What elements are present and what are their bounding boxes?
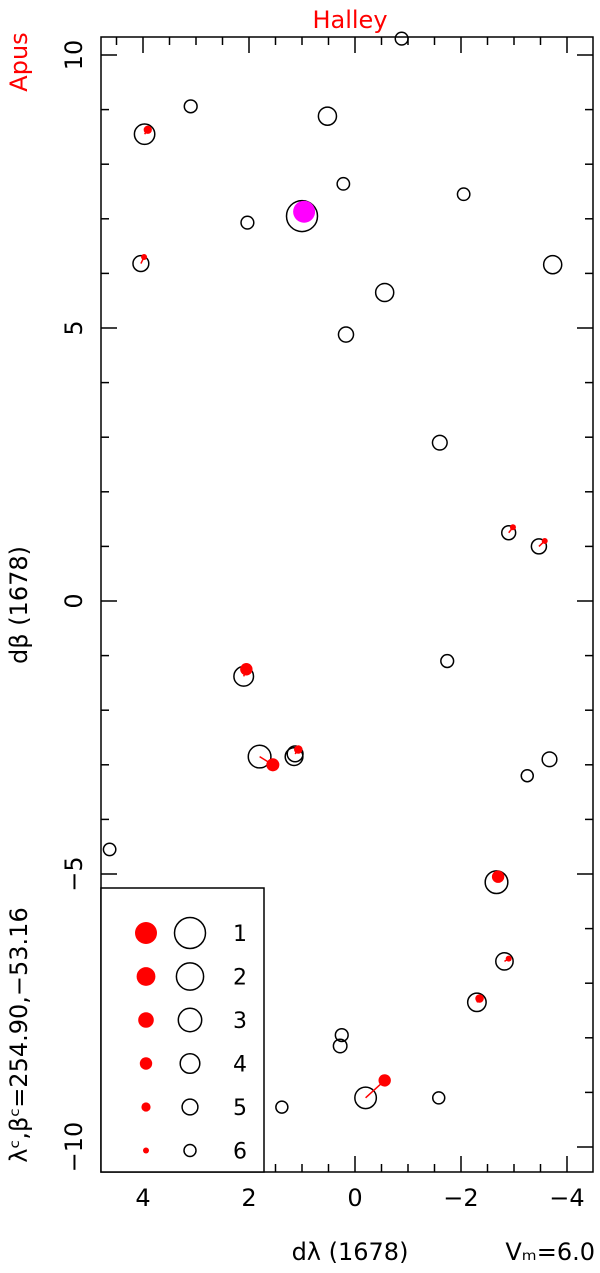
catalog-star-marker [132, 254, 150, 273]
catalog-star-marker [501, 525, 517, 541]
halley-star-marker [509, 524, 516, 531]
catalog-star-marker [183, 99, 198, 114]
catalog-star-marker [466, 992, 487, 1013]
legend-label: 1 [233, 922, 247, 947]
legend-filled-marker [139, 1057, 153, 1070]
legend-open-marker [177, 1007, 203, 1033]
legend-label: 3 [233, 1009, 247, 1034]
catalog-star-marker [133, 123, 156, 146]
catalog-star-marker [102, 842, 117, 857]
legend-open-marker [179, 1052, 201, 1075]
catalog-star-marker [431, 1091, 446, 1105]
legend: 1 2 3 4 5 6 [100, 887, 265, 1173]
y-axis-label: dβ (1678) [5, 546, 33, 664]
legend-open-marker [175, 962, 205, 991]
catalog-star-marker [332, 1038, 348, 1054]
halley-star-marker [541, 537, 548, 544]
catalog-star-marker [285, 199, 319, 233]
legend-label: 2 [233, 966, 247, 991]
catalog-star-marker [334, 1027, 349, 1043]
magnitude-limit-label: Vₘ=6.0 [505, 1238, 595, 1266]
catalog-star-marker [286, 745, 304, 763]
x-tick-label: −4 [549, 1184, 584, 1212]
plot-frame [100, 36, 594, 1173]
y-tick-label: 10 [60, 40, 88, 71]
legend-label: 4 [233, 1053, 247, 1078]
legend-filled-marker [141, 1102, 151, 1112]
y-tick-label: 5 [60, 320, 88, 335]
halley-star-marker [266, 758, 280, 772]
catalog-star-marker [456, 187, 471, 202]
halley-star-marker [491, 870, 505, 883]
y-tick-label: −10 [60, 1122, 88, 1173]
halley-star-marker [240, 663, 253, 676]
catalog-star-marker [374, 282, 395, 303]
catalog-star-marker [440, 653, 455, 669]
catalog-star-marker [431, 434, 448, 451]
catalog-star-marker [542, 254, 563, 275]
legend-open-marker [173, 916, 207, 950]
halley-star-marker [294, 745, 303, 754]
constellation-label: Apus [5, 32, 33, 91]
halley-star-marker [378, 1074, 391, 1087]
axis-tick-labels: 4 2 0 −2 −4 10 5 0 −5 −10 [60, 40, 585, 1212]
halley-star-marker [475, 994, 484, 1003]
x-tick-label: 4 [135, 1184, 150, 1212]
x-tick-label: −2 [443, 1184, 478, 1212]
catalog-star-marker [541, 751, 558, 768]
halley-star-marker [505, 955, 512, 962]
legend-label: 5 [233, 1096, 247, 1121]
plot-area: 4 2 0 −2 −4 10 5 0 −5 −10 1 2 3 4 5 6 [60, 31, 594, 1212]
catalog-star-marker [337, 326, 355, 343]
halley-star-marker [141, 254, 148, 261]
highlighted-star-marker [293, 200, 316, 223]
y-tick-label: −5 [60, 856, 88, 891]
catalog-star-marker [240, 215, 255, 230]
legend-filled-marker [138, 1012, 154, 1028]
legend-box [100, 887, 265, 1173]
catalog-star-marker [530, 538, 548, 555]
x-axis-label: dλ (1678) [292, 1238, 409, 1266]
catalog-star-marker [354, 1086, 378, 1110]
legend-filled-marker [136, 967, 156, 986]
catalog-star-marker [247, 744, 272, 769]
legend-open-marker [181, 1098, 199, 1116]
catalog-star-marker [317, 106, 338, 126]
legend-filled-marker [135, 922, 157, 944]
legend-filled-marker [143, 1147, 149, 1154]
chart-title: Halley [312, 6, 387, 34]
catalog-star-marker [495, 951, 514, 971]
x-tick-label: 0 [347, 1184, 362, 1212]
catalog-star-marker [275, 1100, 289, 1114]
y-tick-label: 0 [60, 593, 88, 608]
halley-star-marker [143, 125, 152, 134]
legend-open-marker [183, 1143, 197, 1158]
catalog-star-marker [394, 31, 409, 46]
catalog-star-marker [520, 768, 534, 783]
catalog-star-marker [336, 176, 351, 191]
x-tick-label: 2 [241, 1184, 256, 1212]
center-coordinates-label: λᶜ,βᶜ=254.90,−53.16 [5, 907, 33, 1162]
star-markers [102, 31, 563, 1114]
legend-label: 6 [233, 1140, 247, 1165]
